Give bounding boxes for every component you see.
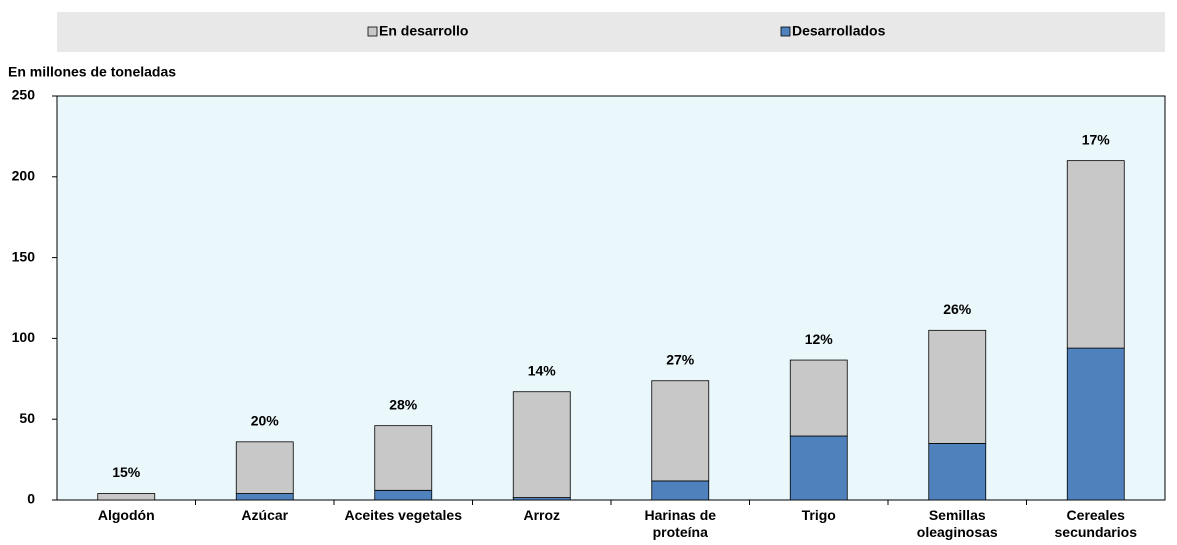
y-tick-label: 100	[12, 329, 36, 345]
bar-segment	[1066, 347, 1125, 501]
bar-segment	[651, 480, 710, 501]
bar-segment	[374, 425, 433, 491]
x-tick-label: Algodón	[97, 507, 155, 523]
bar-segment	[789, 359, 848, 437]
bar-segment	[374, 489, 433, 501]
bar-segment	[789, 435, 848, 501]
bar-segment	[1066, 160, 1125, 349]
bar-segment	[97, 493, 156, 501]
bar-annotation: 28%	[389, 396, 418, 412]
bar-segment	[512, 391, 571, 498]
bar-segment	[235, 493, 294, 501]
plot-area	[57, 96, 1165, 500]
bar-annotation: 27%	[666, 351, 695, 367]
x-tick-label: Trigo	[801, 507, 836, 523]
legend-label: Desarrollados	[792, 23, 886, 39]
x-tick-label: Arroz	[523, 507, 561, 523]
x-tick-label: Azúcar	[241, 507, 289, 523]
bar-segment	[928, 329, 987, 444]
y-tick-label: 250	[12, 87, 36, 103]
y-tick-label: 0	[27, 491, 35, 507]
x-tick-label: Harinas de proteína	[644, 507, 717, 540]
y-axis-label: En millones de toneladas	[8, 64, 176, 80]
bar-annotation: 26%	[943, 301, 972, 317]
bar-segment	[651, 380, 710, 482]
x-tick-label: Aceites vegetales	[344, 507, 463, 523]
y-tick-label: 50	[19, 410, 35, 426]
legend-band	[57, 12, 1165, 52]
bar-annotation: 20%	[251, 413, 280, 429]
x-tick-label: Cereales secundarios	[1054, 507, 1137, 540]
bar-segment	[928, 443, 987, 501]
bar-annotation: 12%	[805, 331, 834, 347]
bar-annotation: 17%	[1082, 131, 1111, 147]
bar-annotation: 14%	[528, 362, 557, 378]
legend-swatch	[780, 26, 791, 37]
bar-segment	[235, 441, 294, 494]
legend-label: En desarrollo	[379, 23, 468, 39]
y-tick-label: 200	[12, 168, 36, 184]
legend-swatch	[367, 26, 378, 37]
x-tick-label: Semillas oleaginosas	[916, 507, 998, 540]
y-tick-label: 150	[12, 248, 36, 264]
bar-annotation: 15%	[112, 464, 141, 480]
